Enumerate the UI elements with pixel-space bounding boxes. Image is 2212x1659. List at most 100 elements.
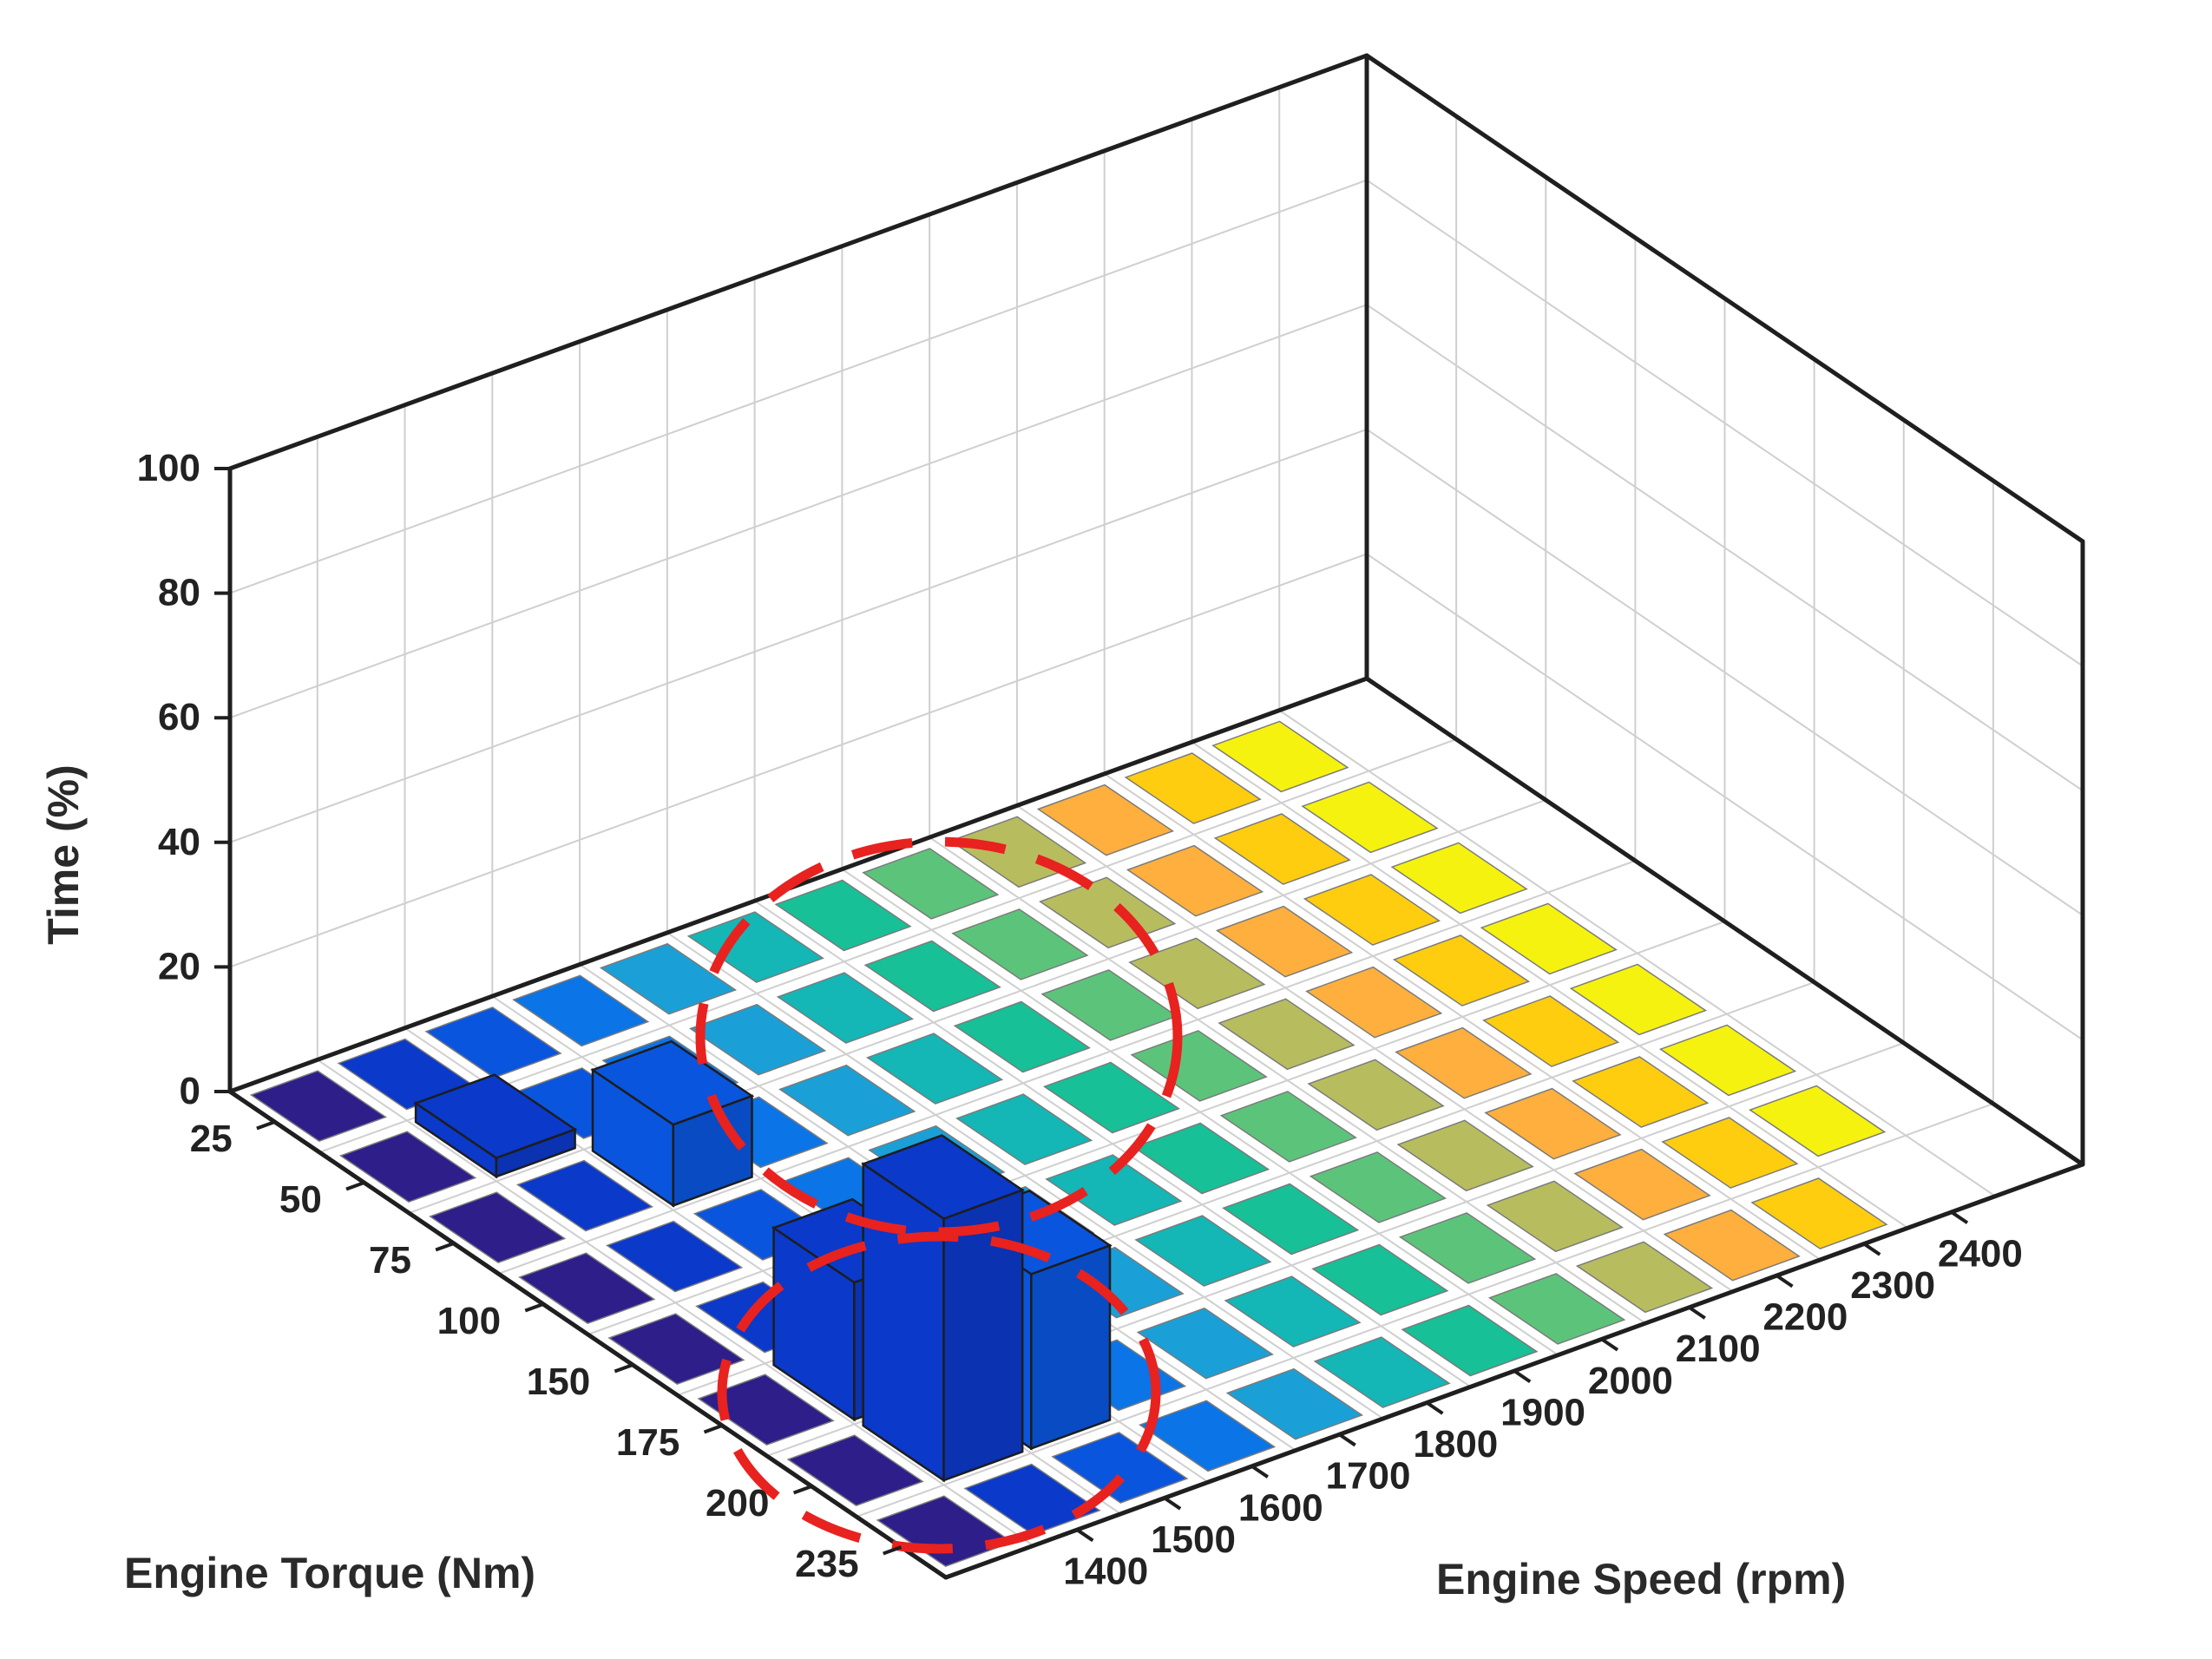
z-tick-label: 60	[158, 696, 200, 738]
floor-tile	[1480, 902, 1618, 975]
floor-tile	[1482, 995, 1620, 1067]
grid-line-horizontal	[1366, 428, 2084, 916]
bar-face-top	[860, 1134, 1025, 1220]
floor-tile	[1311, 1243, 1449, 1316]
bar-face-top	[413, 1073, 578, 1159]
floor-tile	[1309, 1151, 1447, 1223]
floor-tile	[1401, 1304, 1539, 1377]
axes-frame	[227, 53, 2085, 1580]
floor-tile	[338, 1131, 477, 1203]
torque-tick	[256, 1120, 276, 1131]
floor-tile	[1303, 874, 1441, 946]
torque-tick-label: 75	[369, 1239, 411, 1282]
floor-tile	[1575, 1241, 1714, 1314]
grid-line-horizontal	[229, 179, 1368, 594]
floor-tile	[1395, 1026, 1533, 1099]
floor-tile	[1572, 1056, 1710, 1128]
floor-tile	[429, 1191, 567, 1264]
speed-tick	[1426, 1400, 1444, 1415]
floor-tile	[1313, 1336, 1451, 1408]
grid-line-horizontal	[229, 428, 1368, 843]
speed-tick-label: 1500	[1151, 1518, 1236, 1561]
floor-tile	[1305, 966, 1443, 1039]
grid-line-horizontal	[229, 304, 1368, 719]
torque-tick-label: 200	[706, 1482, 769, 1525]
speed-tick	[1950, 1210, 1969, 1224]
floor-tile	[1484, 1087, 1622, 1160]
bar-face-front	[1030, 1243, 1112, 1451]
floor-tile	[697, 1374, 835, 1446]
floor-tile	[1134, 1215, 1272, 1287]
floor-tile	[1051, 1432, 1189, 1504]
floor-tile	[1136, 1307, 1274, 1380]
floor-tile	[778, 1064, 916, 1137]
speed-tick-label: 1800	[1413, 1423, 1498, 1466]
speed-tick	[1776, 1274, 1794, 1289]
speed-tick	[1600, 1337, 1619, 1352]
floor-tile	[863, 940, 1001, 1013]
frame-edge	[227, 1089, 948, 1580]
bar-3d	[413, 1073, 578, 1179]
floor-tile	[1211, 720, 1349, 793]
floor-tile	[963, 1463, 1101, 1536]
floor-tile	[1124, 752, 1262, 824]
z-tick-label: 20	[158, 945, 200, 987]
torque-axis-label: Engine Torque (Nm)	[124, 1549, 535, 1597]
floor-tile	[1215, 905, 1354, 978]
speed-tick	[1862, 1242, 1881, 1256]
torque-tick-label: 150	[527, 1361, 590, 1403]
floor-tile	[686, 911, 824, 983]
torque-tick-label: 235	[795, 1543, 858, 1585]
floor-tile	[1658, 1024, 1797, 1097]
annotation-ellipse-lower	[717, 1231, 1161, 1554]
floor-tile	[786, 1434, 924, 1507]
floor-tile	[776, 972, 915, 1044]
frame-edge	[1364, 53, 2085, 544]
floor-tile	[1488, 1273, 1626, 1345]
speed-axis-label: Engine Speed (rpm)	[1436, 1555, 1846, 1603]
bars	[413, 1039, 1113, 1483]
floor-tile	[1392, 934, 1531, 1007]
bar-3d	[590, 1039, 755, 1208]
floor-tile	[1749, 1085, 1887, 1157]
frame-edge	[1364, 676, 2085, 1167]
speed-tick-label: 2200	[1762, 1296, 1848, 1339]
floor-tile	[689, 1003, 827, 1076]
floor-tile	[1307, 1059, 1445, 1131]
annotations	[695, 836, 1183, 1554]
floor-tile	[1218, 998, 1355, 1071]
floor-tile	[865, 1033, 1004, 1105]
floor-tile	[512, 974, 650, 1047]
ticks: 0 20 40 60 80 100 25 50 75 100 150 175 200 235 1400150…	[137, 447, 2023, 1593]
torque-tick	[345, 1181, 365, 1191]
floor-tiles	[249, 720, 1888, 1568]
speed-tick-label: 2100	[1676, 1328, 1761, 1370]
torque-tick	[792, 1485, 812, 1495]
floor-tile	[1225, 1367, 1364, 1440]
floor-tile	[1573, 1148, 1711, 1221]
floor-tile	[1301, 781, 1439, 854]
floor-tile	[249, 1070, 388, 1143]
floor-tile	[605, 1220, 744, 1293]
torque-tick	[614, 1363, 633, 1374]
floor-tile	[1036, 784, 1175, 856]
floor-tile	[955, 1093, 1093, 1165]
grid-line-horizontal	[1366, 304, 2084, 792]
torque-tick	[524, 1302, 544, 1313]
floor-tile	[1219, 1091, 1357, 1163]
floor-tile	[1390, 842, 1528, 915]
z-axis-label: Time (%)	[39, 764, 88, 944]
speed-tick-label: 1900	[1500, 1391, 1585, 1433]
speed-tick	[1076, 1528, 1094, 1543]
z-tick-label: 0	[180, 1070, 200, 1112]
z-tick-label: 40	[158, 821, 200, 863]
speed-tick	[1338, 1433, 1356, 1447]
speed-tick-label: 1600	[1238, 1486, 1323, 1529]
floor-tile	[774, 879, 912, 952]
floor-tile	[1213, 813, 1351, 885]
torque-tick	[435, 1242, 455, 1252]
floor-tile	[951, 908, 1089, 980]
speed-tick	[1250, 1465, 1270, 1479]
speed-tick-label: 2300	[1850, 1264, 1935, 1307]
